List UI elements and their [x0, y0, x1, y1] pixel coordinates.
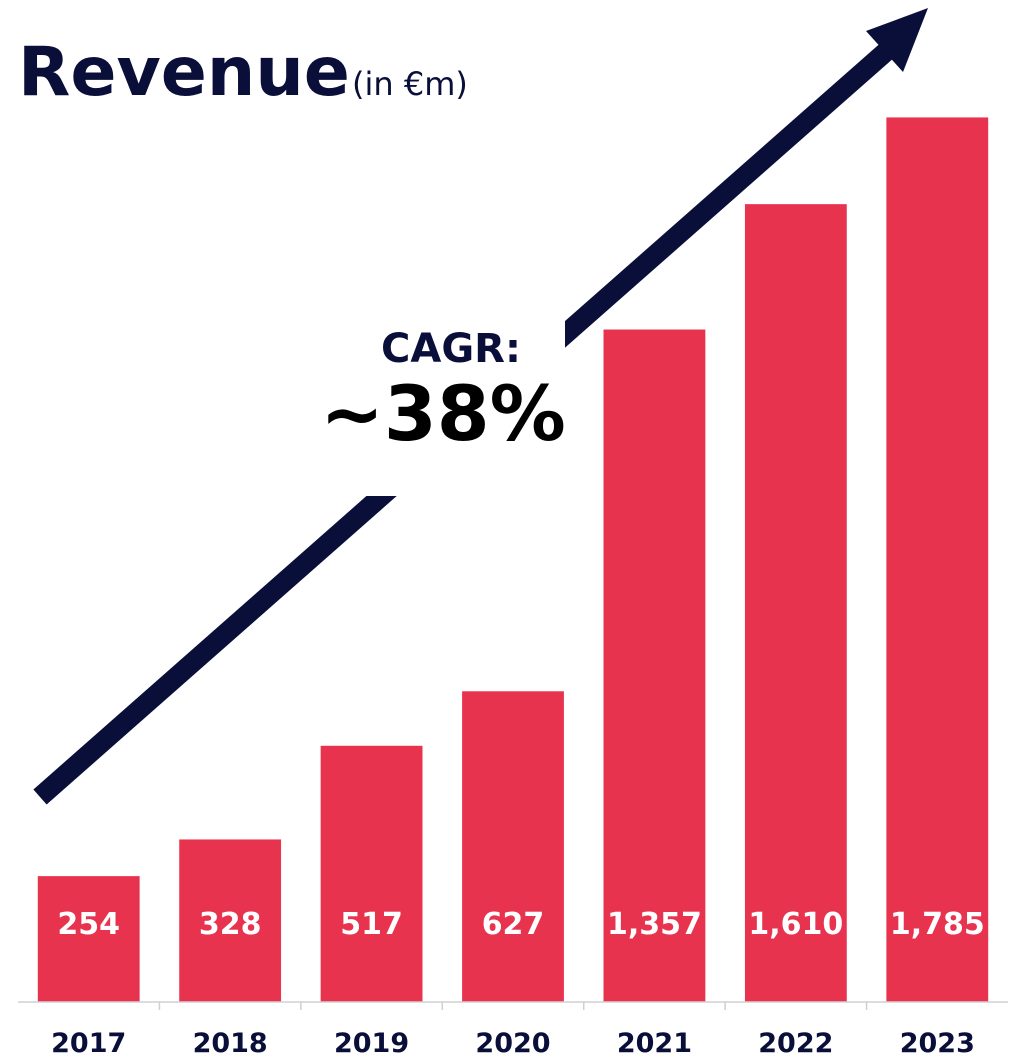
bar	[37, 876, 140, 1002]
annotation: CAGR:	[381, 326, 521, 372]
bar	[886, 117, 989, 1002]
x-tick-label: 2023	[900, 1028, 975, 1059]
data-label: 254	[57, 907, 120, 942]
x-tick-label: 2021	[617, 1028, 692, 1059]
chart-subtitle: (in €m)	[352, 65, 468, 103]
data-label: 1,357	[607, 907, 702, 942]
bar	[744, 204, 847, 1003]
data-label: 328	[199, 907, 262, 942]
x-tick-label: 2020	[475, 1028, 550, 1059]
bar	[462, 691, 564, 1002]
x-tick-label: 2017	[51, 1028, 126, 1059]
data-label: 517	[340, 907, 403, 942]
annotation-background	[325, 318, 565, 496]
bar	[603, 329, 706, 1002]
data-label: 627	[482, 907, 545, 942]
data-label: 1,610	[748, 907, 843, 942]
plot-area: 254 328 517 627 1,357 1,610 1,785	[37, 117, 989, 1003]
x-tick-label: 2019	[334, 1028, 409, 1059]
annotation: ~38%	[320, 369, 566, 458]
bar	[320, 745, 423, 1002]
x-tick-label: 2022	[758, 1028, 833, 1059]
chart-title: Revenue	[18, 33, 350, 112]
trend-arrow-head	[866, 8, 928, 72]
bar	[179, 839, 282, 1002]
data-label: 1,785	[890, 907, 985, 942]
x-tick-label: 2018	[193, 1028, 268, 1059]
